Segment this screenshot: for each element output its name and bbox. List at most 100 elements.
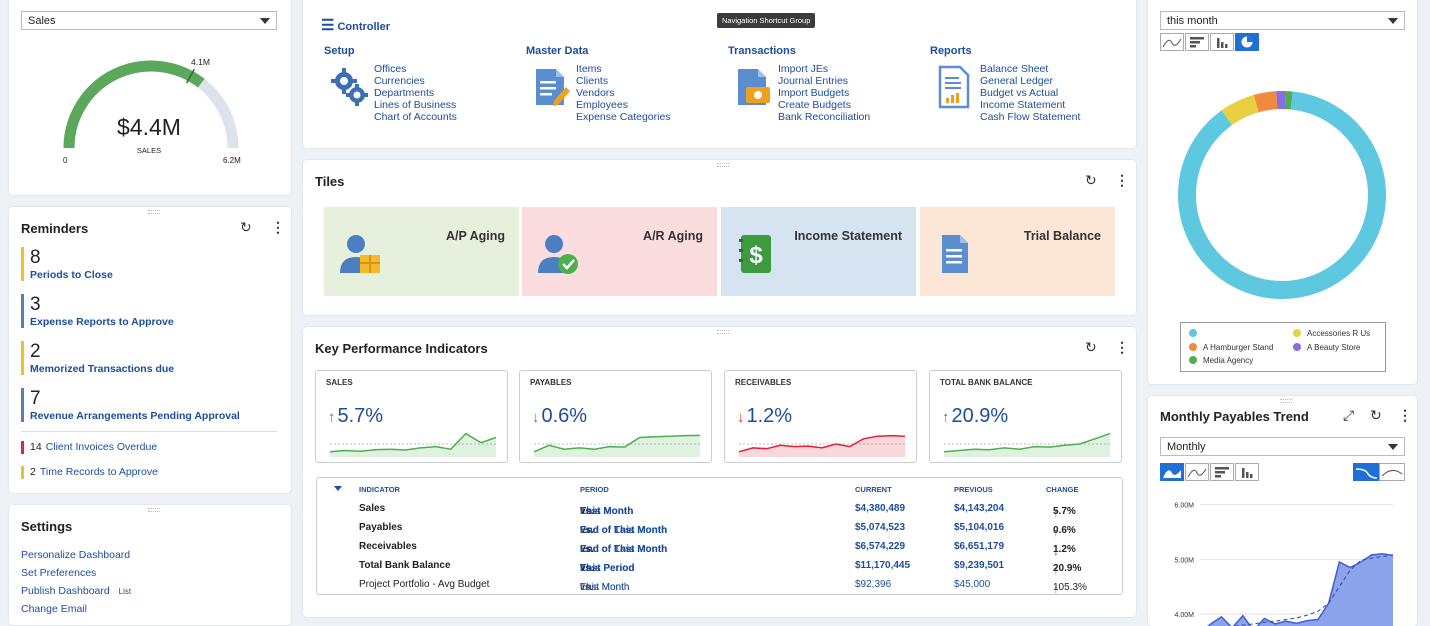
kpi-card[interactable]: TOTAL BANK BALANCE ↑20.9% <box>929 370 1122 463</box>
previous-cell[interactable]: $4,143,204 <box>954 503 1004 514</box>
shortcut-link[interactable]: Budget vs Actual <box>980 87 1080 99</box>
controller-header[interactable]: ☰Controller <box>321 16 390 34</box>
table-header: CURRENT <box>855 485 892 494</box>
period-link[interactable]: Last Month <box>580 582 629 593</box>
menu-icon[interactable]: ☰ <box>321 17 334 34</box>
controller-title: Controller <box>337 21 390 33</box>
donut-legend: Accessories R Us A Hamburger Stand A Bea… <box>1180 322 1386 372</box>
reminder-label[interactable]: Revenue Arrangements Pending Approval <box>30 410 240 422</box>
kpi-card[interactable]: SALES ↑5.7% <box>315 370 508 463</box>
shortcut-link[interactable]: Create Budgets <box>778 99 870 111</box>
legend-item[interactable]: Accessories R Us <box>1293 329 1370 338</box>
reminder-label[interactable]: Periods to Close <box>30 269 113 281</box>
refresh-icon[interactable]: ↻ <box>1085 172 1097 189</box>
reminder-label[interactable]: Time Records to Approve <box>40 466 158 478</box>
current-cell[interactable]: $92,396 <box>855 579 891 590</box>
donut-slice[interactable] <box>1187 100 1377 290</box>
reminder-label[interactable]: Memorized Transactions due <box>30 363 174 375</box>
settings-link[interactable]: Personalize Dashboard <box>21 549 130 561</box>
period-link[interactable]: Last Period <box>580 563 634 574</box>
publish-dashboard-link[interactable]: Publish Dashboard <box>21 585 110 597</box>
shortcut-link[interactable]: Income Statement <box>980 99 1080 111</box>
divider <box>21 431 277 432</box>
shortcut-link[interactable]: Balance Sheet <box>980 63 1080 75</box>
shortcut-link[interactable]: Import JEs <box>778 63 870 75</box>
reminder-item[interactable]: 7 Revenue Arrangements Pending Approval <box>21 388 240 422</box>
gauge-value: $4.4M <box>105 114 193 141</box>
more-vertical-icon[interactable]: ⋮ <box>1115 172 1129 189</box>
previous-cell[interactable]: $5,104,016 <box>954 522 1004 533</box>
more-vertical-icon[interactable]: ⋮ <box>1115 339 1129 356</box>
shortcut-link[interactable]: Journal Entries <box>778 75 870 87</box>
list-link[interactable]: List <box>119 587 131 596</box>
tile-income-statement[interactable]: $ Income Statement <box>721 207 916 296</box>
tile-trial-balance[interactable]: Trial Balance <box>920 207 1115 296</box>
legend-label: A Beauty Store <box>1307 343 1360 352</box>
drag-handle[interactable] <box>148 508 160 512</box>
drag-handle[interactable] <box>148 210 160 214</box>
shortcut-link[interactable]: Clients <box>576 75 671 87</box>
tile-label: Income Statement <box>794 229 902 243</box>
current-cell[interactable]: $11,170,445 <box>855 560 910 571</box>
current-cell[interactable]: $4,380,489 <box>855 503 905 514</box>
legend-item[interactable]: A Beauty Store <box>1293 343 1360 352</box>
kpi-card[interactable]: RECEIVABLES ↓1.2% <box>724 370 917 463</box>
more-vertical-icon[interactable]: ⋮ <box>271 219 285 236</box>
shortcut-link[interactable]: Lines of Business <box>374 99 457 111</box>
settings-link[interactable]: Set Preferences <box>21 567 96 579</box>
shortcut-link[interactable]: Departments <box>374 87 457 99</box>
previous-cell[interactable]: $9,239,501 <box>954 560 1004 571</box>
shortcut-link[interactable]: Currencies <box>374 75 457 87</box>
period-link[interactable]: Last Month <box>580 506 633 517</box>
drag-handle[interactable] <box>717 163 729 167</box>
collapse-triangle-icon[interactable] <box>334 486 342 491</box>
shortcut-link[interactable]: Chart of Accounts <box>374 111 457 123</box>
reminder-label[interactable]: Client Invoices Overdue <box>46 441 157 453</box>
shortcut-group-reports: Reports Balance Sheet General Ledger Bud… <box>930 45 972 57</box>
reminder-item[interactable]: 3 Expense Reports to Approve <box>21 294 174 328</box>
group-items: Offices Currencies Departments Lines of … <box>374 63 457 123</box>
legend-item[interactable] <box>1189 329 1203 338</box>
shortcut-link[interactable]: Employees <box>576 99 671 111</box>
shortcut-link[interactable]: Bank Reconciliation <box>778 111 870 123</box>
tile-ar-aging[interactable]: A/R Aging <box>522 207 717 296</box>
reminder-item[interactable]: 8 Periods to Close <box>21 247 113 281</box>
drag-handle[interactable] <box>717 330 729 334</box>
shortcut-link[interactable]: Items <box>576 63 671 75</box>
period-link[interactable]: End of Last Month <box>580 544 667 555</box>
shortcut-link[interactable]: Import Budgets <box>778 87 870 99</box>
previous-cell[interactable]: $45,000 <box>954 579 990 590</box>
previous-cell[interactable]: $6,651,179 <box>954 541 1004 552</box>
legend-item[interactable]: Media Agency <box>1189 356 1253 365</box>
kpi-card[interactable]: PAYABLES ↓0.6% <box>519 370 712 463</box>
shortcut-link[interactable]: Offices <box>374 63 457 75</box>
reminder-item[interactable]: 2 Memorized Transactions due <box>21 341 174 375</box>
group-heading: Master Data <box>526 45 588 57</box>
current-cell[interactable]: $5,074,523 <box>855 522 905 533</box>
refresh-icon[interactable]: ↻ <box>240 219 252 236</box>
current-cell[interactable]: $6,574,229 <box>855 541 905 552</box>
shortcut-link[interactable]: Vendors <box>576 87 671 99</box>
shortcut-link[interactable]: General Ledger <box>980 75 1080 87</box>
settings-link[interactable]: Change Email <box>21 603 87 615</box>
reminder-count: 7 <box>30 388 240 410</box>
tile-ap-aging[interactable]: A/P Aging <box>324 207 519 296</box>
legend-label: A Hamburger Stand <box>1203 343 1273 352</box>
document-pen-icon <box>530 65 574 109</box>
donut-slice[interactable] <box>1227 104 1256 118</box>
reminder-label[interactable]: Expense Reports to Approve <box>30 316 174 328</box>
refresh-icon[interactable]: ↻ <box>1085 339 1097 356</box>
donut-slice[interactable] <box>1256 100 1277 103</box>
shortcut-link[interactable]: Expense Categories <box>576 111 671 123</box>
legend-item[interactable]: A Hamburger Stand <box>1189 343 1273 352</box>
period-link[interactable]: End of Last Month <box>580 525 667 536</box>
shortcut-link[interactable]: Cash Flow Statement <box>980 111 1080 123</box>
settings-link[interactable]: Publish Dashboard List <box>21 585 131 597</box>
